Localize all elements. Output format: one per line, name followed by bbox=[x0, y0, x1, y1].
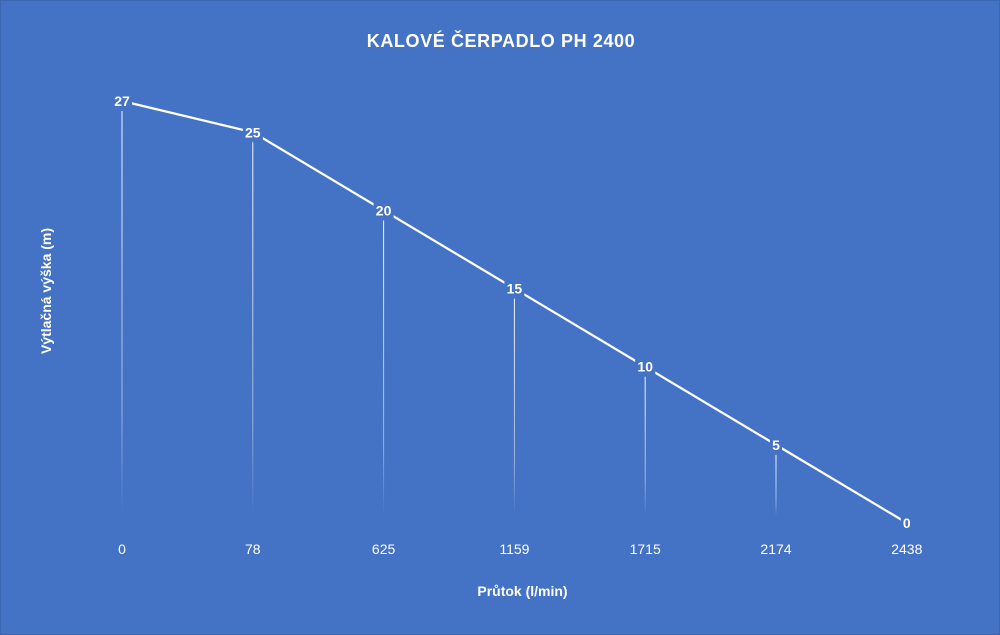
data-label-bg bbox=[770, 434, 782, 453]
data-label: 15 bbox=[507, 281, 523, 297]
series-line-segment bbox=[513, 287, 647, 368]
x-tick-label: 1715 bbox=[630, 541, 661, 557]
series-line-segment bbox=[774, 443, 908, 525]
data-label: 27 bbox=[114, 93, 130, 109]
drop-line bbox=[252, 142, 254, 516]
data-label-bg bbox=[112, 91, 132, 109]
chart-title: KALOVÉ ČERPADLO PH 2400 bbox=[366, 31, 636, 51]
data-label: 20 bbox=[376, 202, 392, 218]
data-label-bg bbox=[900, 513, 913, 531]
x-tick-label: 625 bbox=[372, 541, 396, 557]
data-label: 10 bbox=[637, 359, 653, 375]
x-tick-label: 0 bbox=[118, 541, 126, 557]
series-line-segment bbox=[644, 365, 778, 446]
drop-line bbox=[775, 454, 777, 516]
drop-line bbox=[121, 111, 123, 516]
data-label-bg bbox=[373, 200, 394, 219]
series-line-segment bbox=[120, 99, 254, 134]
data-label-bg bbox=[635, 356, 656, 375]
x-tick-label: 1159 bbox=[499, 541, 529, 557]
data-label: 25 bbox=[245, 124, 261, 140]
data-label-bg bbox=[504, 278, 525, 297]
data-label: 5 bbox=[772, 437, 780, 453]
series-line-segment bbox=[251, 131, 385, 212]
data-label-bg bbox=[242, 122, 263, 141]
x-tick-label: 78 bbox=[245, 541, 261, 557]
drop-line bbox=[644, 376, 646, 516]
drop-line bbox=[513, 298, 515, 516]
drop-line bbox=[383, 220, 385, 516]
x-tick-label: 2174 bbox=[760, 541, 791, 557]
x-tick-label: 2438 bbox=[891, 541, 922, 557]
series-line-segment bbox=[382, 209, 516, 290]
data-label: 0 bbox=[903, 515, 911, 531]
x-axis-label: Průtok (l/min) bbox=[477, 583, 568, 599]
